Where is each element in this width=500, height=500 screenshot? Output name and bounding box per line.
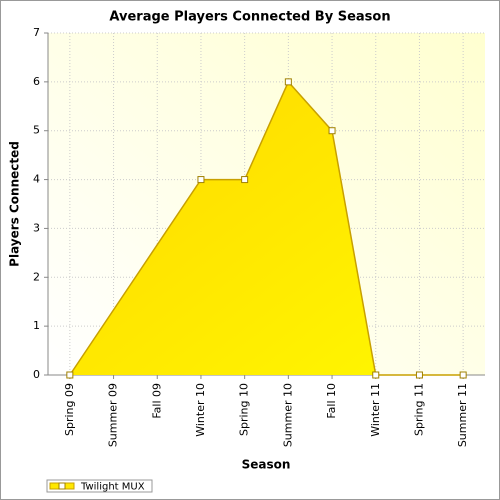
point bbox=[197, 176, 205, 184]
y-tick-label: 1 bbox=[33, 319, 40, 332]
x-axis-label: Season bbox=[242, 458, 291, 472]
chart-title: Average Players Connected By Season bbox=[109, 10, 390, 25]
y-tick-label: 6 bbox=[33, 75, 40, 88]
y-tick-label: 0 bbox=[33, 368, 40, 381]
y-tick-label: 3 bbox=[33, 221, 40, 234]
y-tick-label: 7 bbox=[33, 26, 40, 39]
point bbox=[415, 371, 423, 379]
point bbox=[241, 176, 249, 184]
point bbox=[328, 127, 336, 135]
point bbox=[284, 78, 292, 86]
x-tick-label: Summer 10 bbox=[281, 383, 294, 447]
x-tick-label: Spring 09 bbox=[63, 383, 76, 436]
y-tick-label: 5 bbox=[33, 124, 40, 137]
point bbox=[459, 371, 467, 379]
x-tick-label: Spring 10 bbox=[238, 383, 251, 436]
x-tick-label: Winter 11 bbox=[369, 383, 382, 437]
area bbox=[69, 81, 464, 375]
point bbox=[372, 371, 380, 379]
x-tick-label: Summer 11 bbox=[456, 383, 469, 447]
x-tick-label: Fall 10 bbox=[325, 383, 338, 419]
area-line bbox=[69, 80, 464, 376]
y-tick-label: 2 bbox=[33, 270, 40, 283]
y-axis-label: Players Connected bbox=[8, 141, 22, 267]
x-tick-label: Winter 10 bbox=[194, 383, 207, 437]
point bbox=[66, 371, 74, 379]
y-tick-label: 4 bbox=[33, 173, 40, 186]
legend-label: Twilight MUX bbox=[80, 482, 145, 493]
legend-marker bbox=[58, 482, 66, 490]
legend: Twilight MUX bbox=[46, 479, 153, 493]
x-tick-label: Summer 09 bbox=[107, 383, 120, 447]
x-tick-label: Fall 09 bbox=[150, 383, 163, 419]
x-tick-label: Spring 11 bbox=[412, 383, 425, 436]
